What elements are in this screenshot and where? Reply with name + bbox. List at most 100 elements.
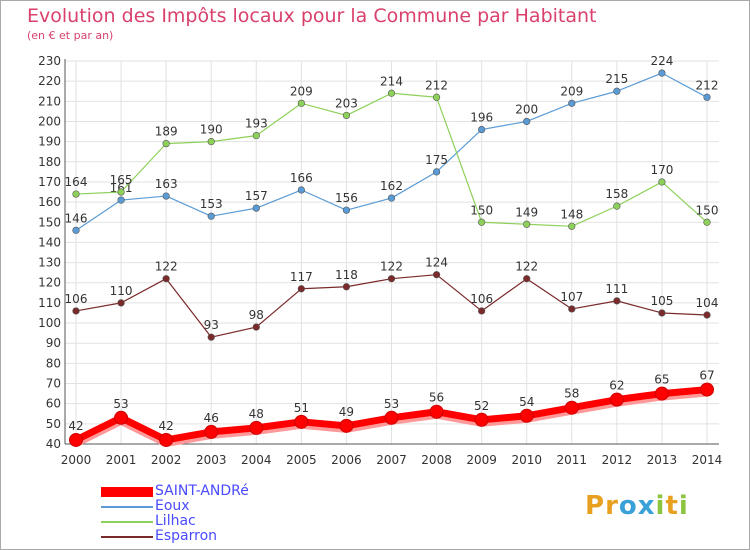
data-label: 200 (515, 102, 538, 116)
x-tick-label: 2008 (421, 453, 452, 467)
data-point (568, 305, 576, 313)
data-point (432, 271, 441, 279)
data-label: 110 (110, 284, 133, 298)
data-point (387, 275, 396, 283)
data-point (342, 206, 351, 214)
data-point (159, 432, 174, 447)
data-label: 203 (335, 96, 358, 110)
data-label: 122 (380, 260, 403, 274)
data-label: 163 (155, 177, 178, 191)
data-point (162, 140, 170, 148)
data-label: 158 (605, 187, 628, 201)
data-label: 54 (519, 395, 534, 409)
data-point (658, 69, 666, 77)
legend-swatch (101, 521, 153, 523)
data-point (432, 93, 441, 101)
data-label: 124 (425, 256, 448, 270)
x-tick-label: 2012 (602, 453, 633, 467)
data-point (207, 138, 215, 146)
y-tick-label: 50 (46, 417, 61, 431)
data-point (72, 190, 80, 198)
data-label: 150 (470, 203, 493, 217)
data-point (523, 275, 531, 283)
x-tick-label: 2006 (331, 453, 362, 467)
data-label: 98 (249, 308, 264, 322)
logo-letter: t (665, 491, 679, 521)
data-label: 196 (470, 111, 493, 125)
data-point (72, 226, 80, 234)
data-point (162, 275, 170, 283)
data-point (387, 89, 396, 97)
x-tick-label: 2002 (151, 453, 182, 467)
data-label: 67 (699, 369, 714, 383)
data-point (117, 196, 125, 204)
y-tick-label: 210 (38, 94, 61, 108)
y-tick-label: 90 (46, 336, 61, 350)
data-label: 53 (384, 397, 399, 411)
y-tick-label: 110 (38, 296, 61, 310)
data-point (700, 382, 714, 397)
data-point (69, 432, 83, 447)
data-point (339, 418, 354, 433)
data-label: 42 (68, 419, 83, 433)
y-tick-label: 150 (38, 215, 61, 229)
data-label: 46 (204, 411, 219, 425)
data-point (523, 220, 531, 228)
data-label: 162 (380, 179, 403, 193)
data-point (297, 186, 305, 194)
y-tick-label: 220 (38, 74, 61, 88)
y-tick-label: 60 (46, 397, 61, 411)
data-label: 52 (474, 399, 489, 413)
data-point (252, 204, 260, 212)
data-point (703, 93, 711, 101)
y-tick-label: 200 (38, 114, 61, 128)
data-label: 105 (650, 294, 673, 308)
logo-letter: i (655, 491, 666, 521)
data-point (252, 131, 260, 140)
data-point (609, 392, 624, 407)
data-label: 150 (696, 203, 719, 217)
logo-letter: r (605, 491, 619, 521)
data-point (523, 117, 531, 126)
legend-label: Lilhac (155, 513, 196, 529)
x-tick-label: 2001 (106, 453, 137, 467)
legend-label: SAINT-ANDRé (155, 483, 249, 499)
data-label: 189 (155, 125, 178, 139)
data-label: 153 (200, 197, 223, 211)
data-label: 51 (294, 401, 309, 415)
data-point (478, 125, 486, 134)
data-point (654, 386, 669, 401)
data-point (568, 222, 576, 230)
data-label: 157 (245, 189, 268, 203)
data-point (613, 87, 621, 95)
data-label: 62 (609, 379, 624, 393)
data-label: 164 (65, 175, 88, 189)
x-tick-label: 2003 (196, 453, 227, 467)
data-point (252, 323, 260, 331)
x-tick-label: 2010 (511, 453, 542, 467)
y-tick-label: 80 (46, 356, 61, 370)
data-label: 106 (65, 292, 88, 306)
x-tick-label: 2007 (376, 453, 407, 467)
y-tick-label: 190 (38, 135, 61, 149)
data-label: 122 (155, 260, 178, 274)
data-label: 193 (245, 117, 268, 131)
data-point (658, 178, 666, 186)
data-label: 156 (335, 191, 358, 205)
data-point (117, 299, 125, 307)
data-point (613, 297, 621, 305)
legend-swatch (101, 487, 153, 497)
data-label: 122 (515, 260, 538, 274)
data-point (478, 218, 486, 226)
y-tick-label: 40 (46, 437, 61, 451)
data-label: 49 (339, 405, 354, 419)
data-label: 212 (696, 78, 719, 92)
data-point (613, 202, 621, 210)
data-label: 209 (290, 84, 313, 98)
x-tick-label: 2000 (61, 453, 92, 467)
data-point (703, 218, 711, 226)
data-point (478, 307, 486, 315)
data-point (568, 99, 576, 107)
data-label: 212 (425, 78, 448, 92)
